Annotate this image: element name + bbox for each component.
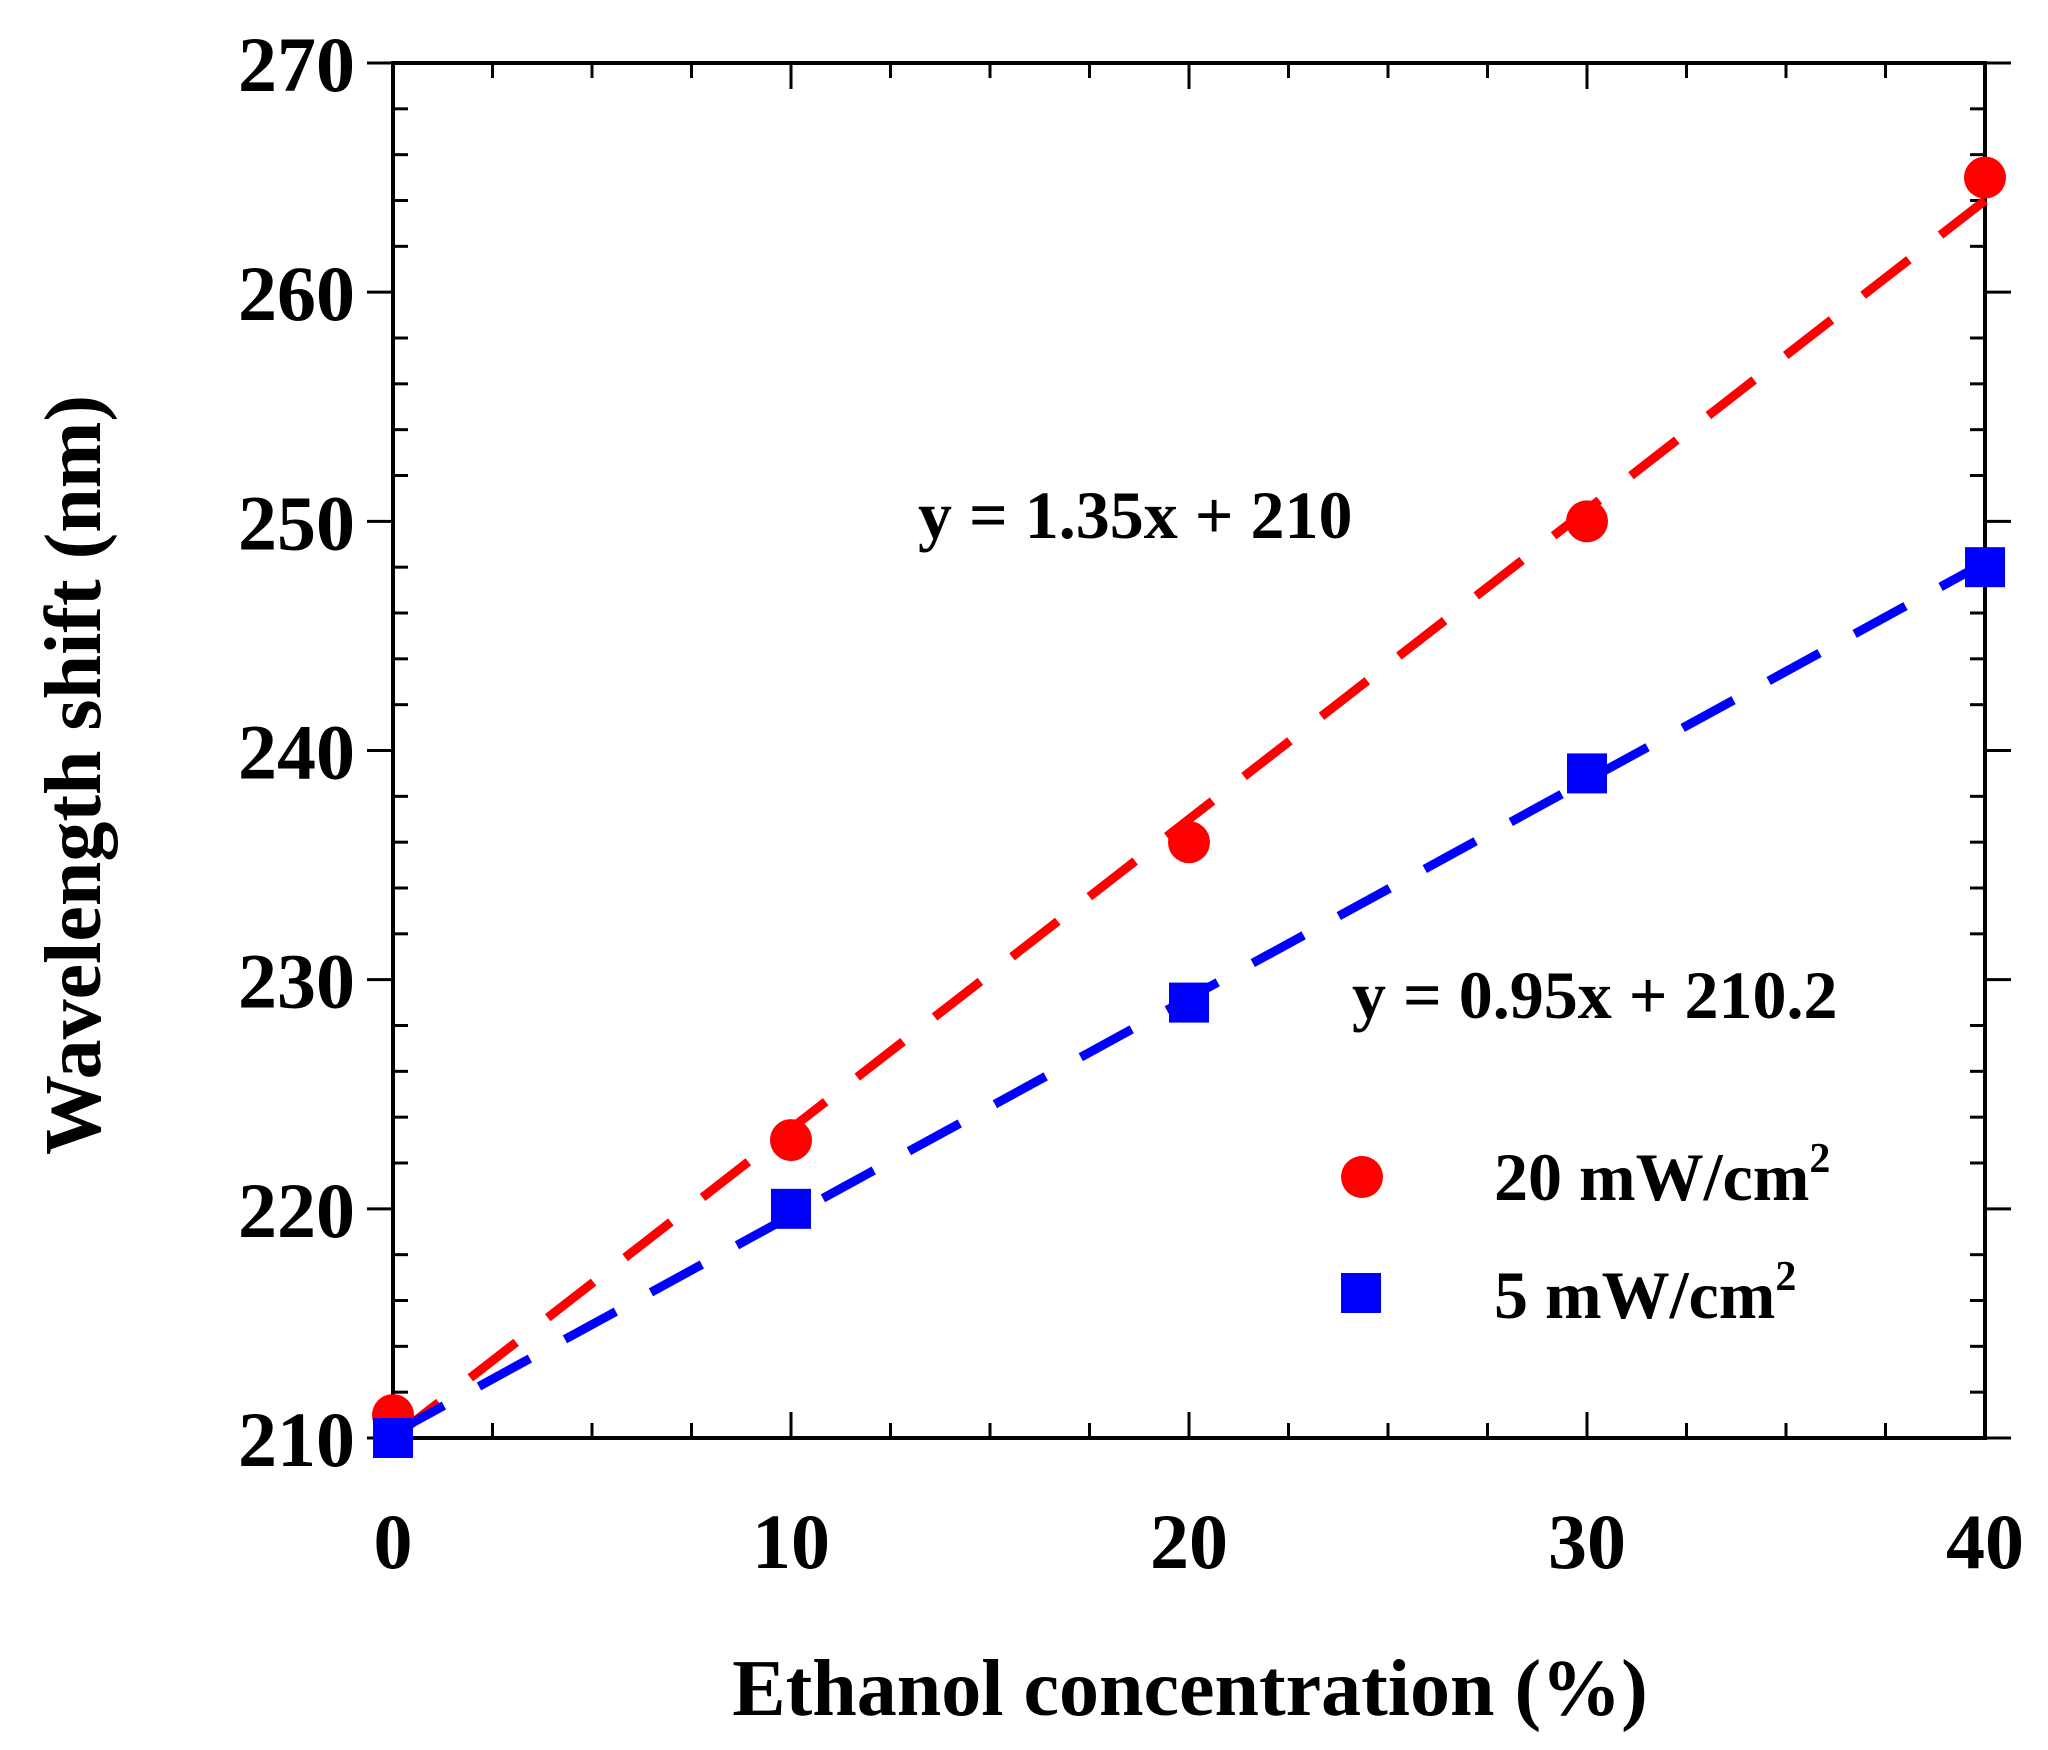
legend: 20 mW/cm2 5 mW/cm2 [1341, 1136, 1830, 1333]
data-points [372, 156, 2006, 1458]
data-point-series-1 [771, 1188, 811, 1229]
y-axis-title: Wavelength shift (nm) [30, 395, 118, 1155]
fit-lines [390, 196, 1988, 1442]
legend-label-20mw-text: 20 mW/cm [1494, 1139, 1809, 1215]
data-point-series-0 [1168, 821, 1210, 864]
legend-label-5mw: 5 mW/cm2 [1494, 1254, 1796, 1333]
y-tick-label: 250 [238, 479, 355, 566]
y-tick-label: 210 [238, 1396, 355, 1483]
data-point-series-1 [1169, 982, 1209, 1023]
x-tick-label: 10 [752, 1498, 830, 1585]
legend-marker-20mw [1341, 1156, 1383, 1198]
x-tick-label: 20 [1150, 1498, 1228, 1585]
fit-line-series-0 [390, 196, 1988, 1442]
y-tick-label: 220 [238, 1167, 355, 1254]
legend-label-5mw-text: 5 mW/cm [1494, 1257, 1775, 1333]
plot-frame [391, 61, 1987, 1440]
legend-label-20mw: 20 mW/cm2 [1494, 1136, 1830, 1215]
legend-label-20mw-sup: 2 [1809, 1136, 1830, 1182]
y-tick-label: 240 [238, 709, 355, 796]
data-point-series-1 [1567, 753, 1607, 794]
data-point-series-0 [1964, 156, 2006, 199]
data-point-series-0 [1566, 500, 1608, 543]
x-axis-title: Ethanol concentration (%) [732, 1645, 1648, 1733]
data-point-series-0 [770, 1119, 812, 1162]
fit-equation-20mw: y = 1.35x + 210 [918, 477, 1353, 553]
y-tick-label: 270 [238, 21, 355, 108]
legend-label-5mw-sup: 2 [1775, 1254, 1796, 1300]
legend-marker-5mw [1341, 1273, 1381, 1313]
data-point-series-1 [1965, 547, 2005, 588]
x-tick-label: 30 [1548, 1498, 1626, 1585]
y-tick-label: 230 [238, 938, 355, 1025]
y-tick-label: 260 [238, 250, 355, 337]
x-tick-label: 40 [1946, 1498, 2024, 1585]
x-tick-label: 0 [374, 1498, 413, 1585]
data-point-series-1 [373, 1418, 413, 1458]
fit-equation-5mw: y = 0.95x + 210.2 [1352, 957, 1838, 1033]
axes: 210 220 230 240 250 260 270 0 10 20 30 40 [238, 21, 2024, 1585]
